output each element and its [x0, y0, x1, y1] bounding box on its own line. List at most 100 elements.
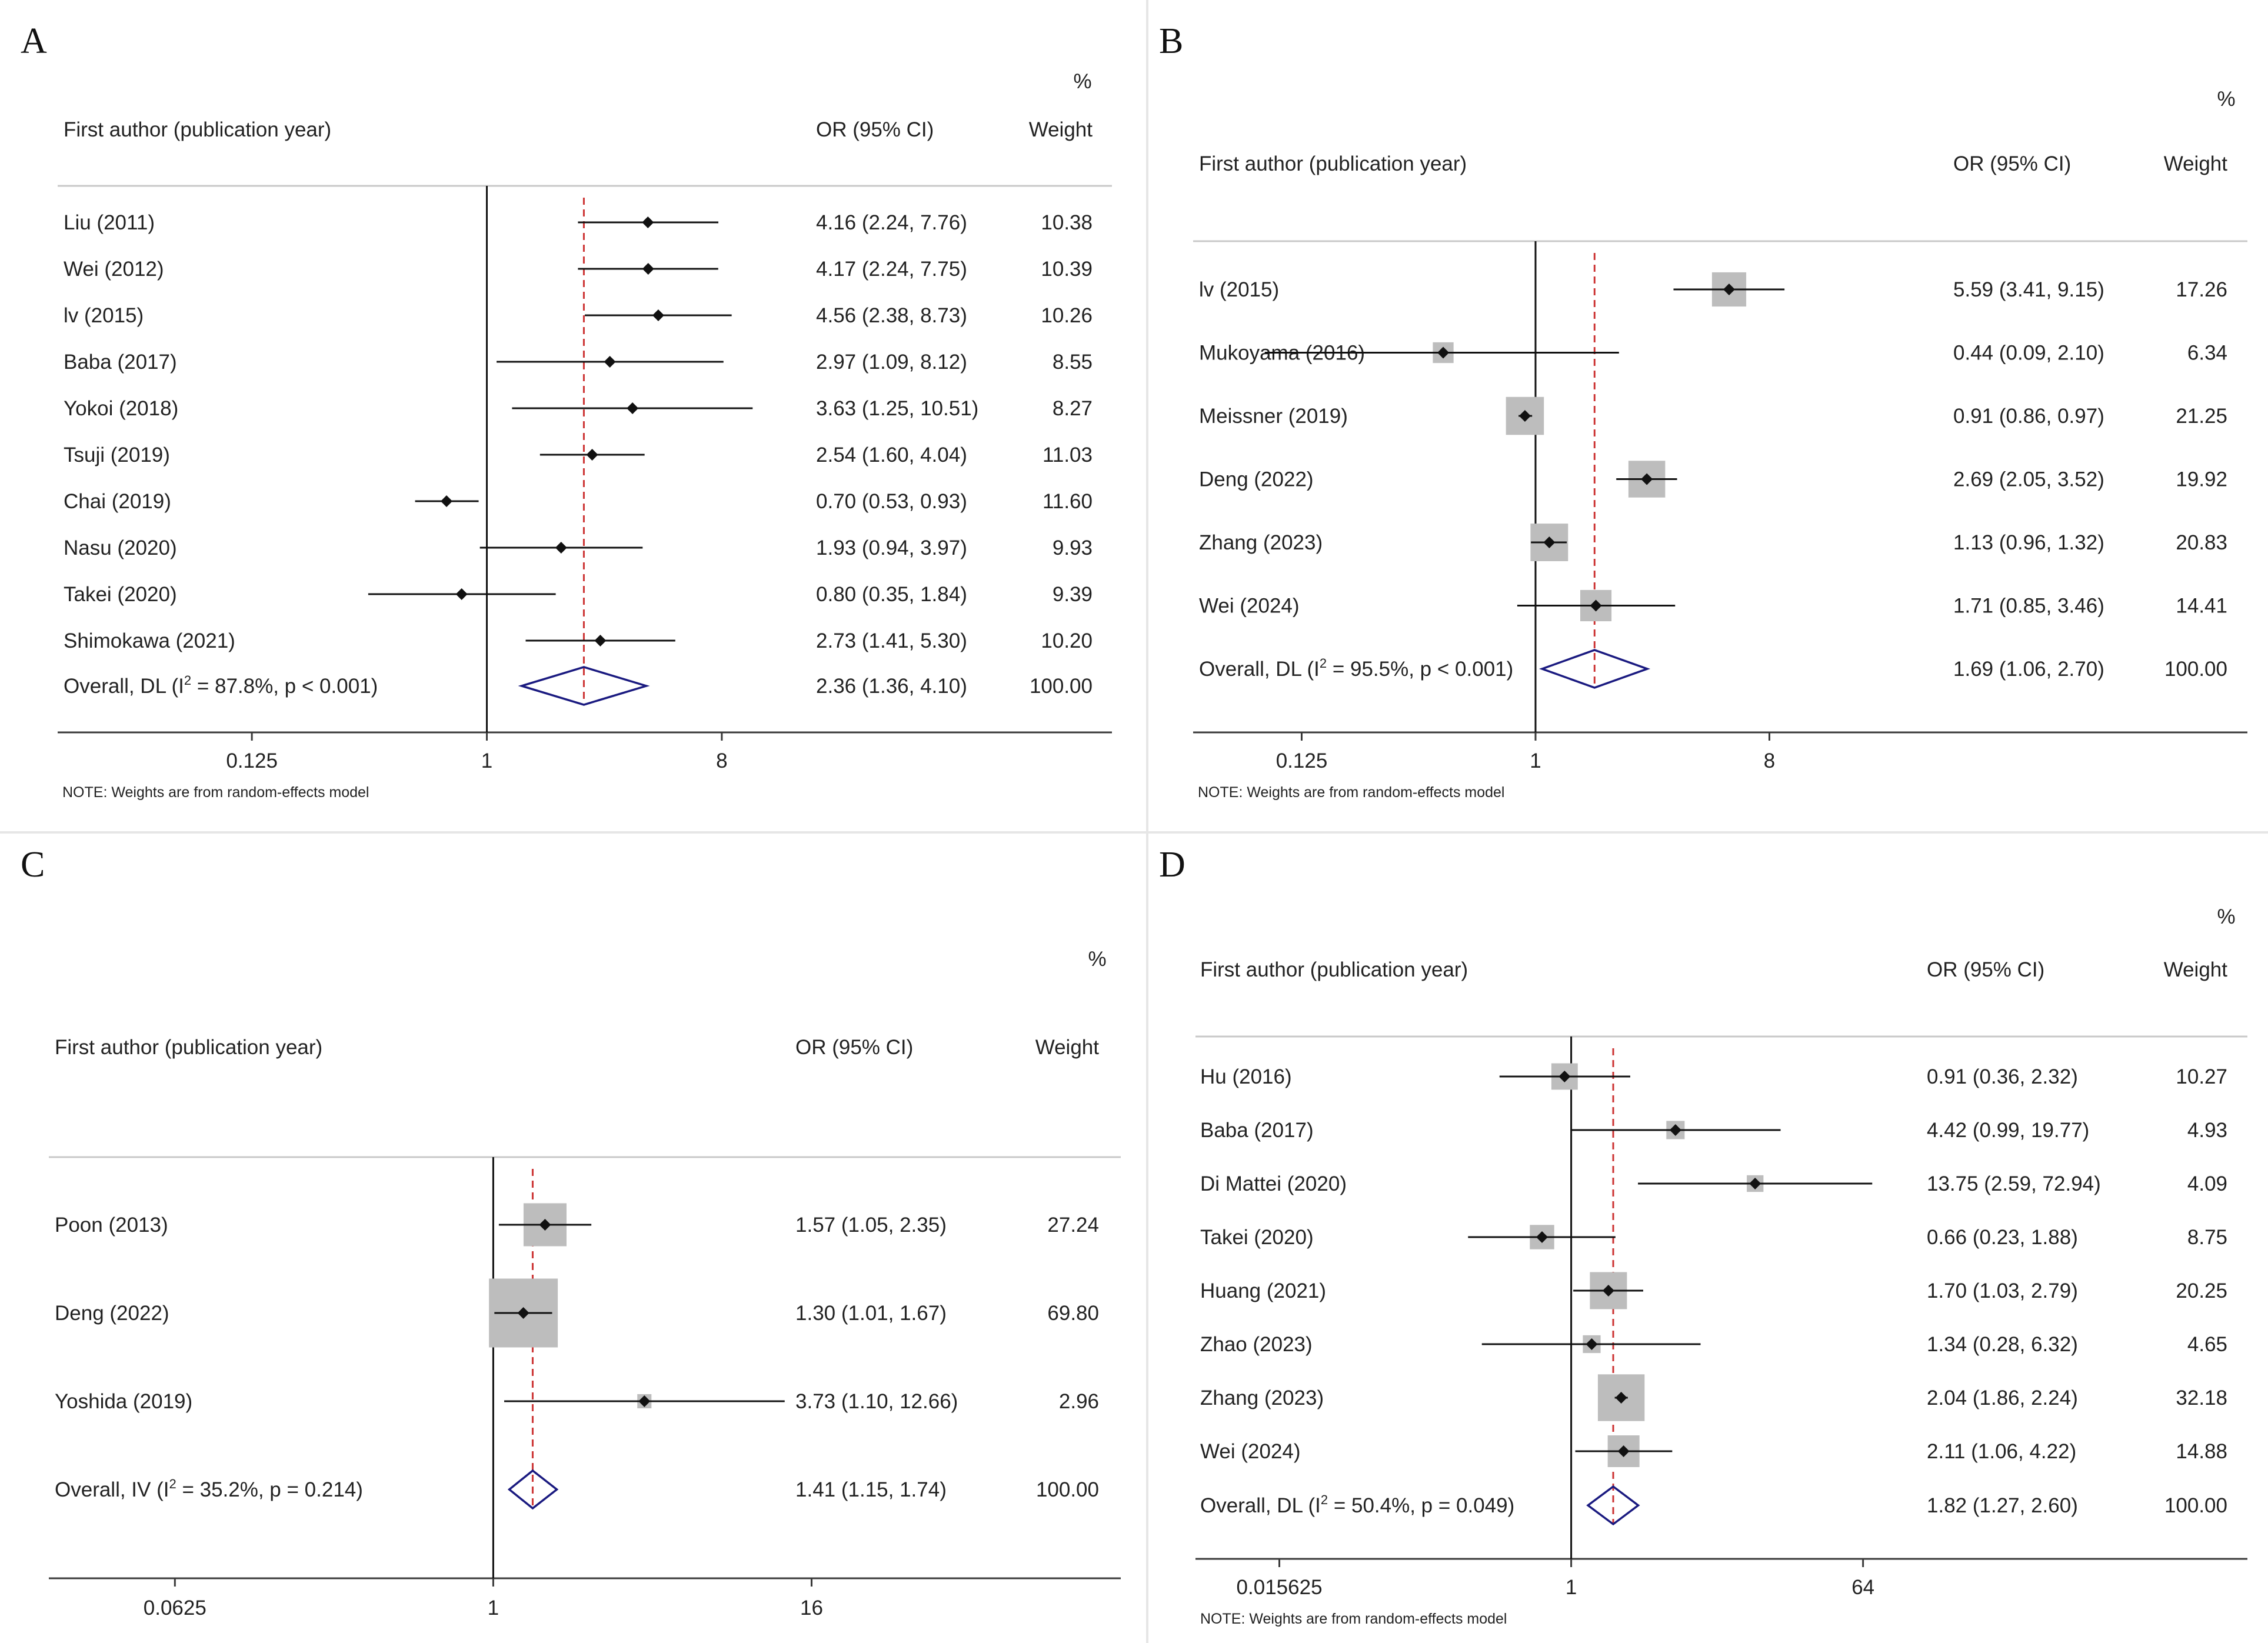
overall-weight-value: 100.00: [1036, 1478, 1099, 1501]
overall-label: Overall, DL (I2 = 95.5%, p < 0.001): [1199, 656, 1513, 681]
study-row: Yokoi (2018) 3.63 (1.25, 10.51) 8.27: [64, 397, 1093, 420]
or-ci-value: 1.70 (1.03, 2.79): [1927, 1279, 2078, 1302]
or-ci-value: 2.04 (1.86, 2.24): [1927, 1387, 2078, 1409]
overall-row: Overall, DL (I2 = 50.4%, p = 0.049) 1.82 …: [1200, 1485, 2227, 1526]
or-ci-value: 1.30 (1.01, 1.67): [795, 1302, 947, 1325]
study-label: Hu (2016): [1200, 1065, 1292, 1088]
or-ci-column-header: OR (95% CI): [1927, 958, 2044, 981]
study-label: Wei (2012): [64, 258, 164, 281]
weight-value: 20.83: [2176, 531, 2227, 554]
or-ci-value: 2.69 (2.05, 3.52): [1953, 468, 2104, 491]
or-ci-value: 4.16 (2.24, 7.76): [816, 211, 967, 234]
study-row: Huang (2021) 1.70 (1.03, 2.79) 20.25: [1200, 1272, 2227, 1309]
point-estimate-marker: [1518, 410, 1531, 422]
weight-column-header: Weight: [2164, 958, 2228, 981]
or-ci-column-header: OR (95% CI): [816, 118, 934, 141]
overall-label: Overall, IV (I2 = 35.2%, p = 0.214): [55, 1477, 363, 1501]
or-ci-value: 4.42 (0.99, 19.77): [1927, 1119, 2089, 1142]
or-ci-value: 0.70 (0.53, 0.93): [816, 490, 967, 513]
weight-value: 9.39: [1053, 583, 1093, 606]
study-row: Meissner (2019) 0.91 (0.86, 0.97) 21.25: [1199, 396, 2227, 435]
study-row: Liu (2011) 4.16 (2.24, 7.76) 10.38: [64, 211, 1093, 234]
overall-row: Overall, DL (I2 = 95.5%, p < 0.001) 1.69 …: [1199, 649, 2227, 689]
point-estimate-marker: [1641, 473, 1653, 485]
study-row: Baba (2017) 2.97 (1.09, 8.12) 8.55: [64, 351, 1093, 374]
weight-column-header: Weight: [1035, 1036, 1100, 1059]
study-row: Shimokawa (2021) 2.73 (1.41, 5.30) 10.20: [64, 629, 1093, 652]
study-row: Yoshida (2019) 3.73 (1.10, 12.66) 2.96: [55, 1390, 1099, 1413]
weight-value: 21.25: [2176, 405, 2227, 428]
study-label: Poon (2013): [55, 1214, 168, 1237]
study-label: Chai (2019): [64, 490, 171, 513]
study-row: Takei (2020) 0.80 (0.35, 1.84) 9.39: [64, 583, 1093, 606]
weight-value: 2.96: [1059, 1390, 1099, 1413]
percent-header: %: [2217, 905, 2235, 928]
weight-value: 8.55: [1053, 351, 1093, 374]
weight-value: 9.93: [1053, 536, 1093, 559]
study-label: Zhang (2023): [1200, 1387, 1324, 1409]
study-label: Takei (2020): [1200, 1226, 1314, 1249]
or-ci-value: 2.54 (1.60, 4.04): [816, 444, 967, 466]
point-estimate-marker: [1586, 1338, 1598, 1350]
or-ci-value: 2.11 (1.06, 4.22): [1927, 1440, 2076, 1463]
pooled-estimate-diamond: [1586, 1485, 1640, 1526]
x-tick-label: 64: [1851, 1576, 1874, 1599]
weight-value: 8.75: [2187, 1226, 2227, 1249]
or-ci-value: 4.17 (2.24, 7.75): [816, 258, 967, 281]
study-row: Di Mattei (2020) 13.75 (2.59, 72.94) 4.09: [1200, 1172, 2227, 1195]
x-tick-label: 1: [1566, 1576, 1577, 1599]
or-ci-value: 1.13 (0.96, 1.32): [1953, 531, 2104, 554]
weight-value: 20.25: [2176, 1279, 2227, 1302]
pooled-estimate-diamond: [518, 666, 650, 706]
percent-header: %: [1088, 948, 1106, 971]
weight-value: 14.88: [2176, 1440, 2227, 1463]
study-column-header: First author (publication year): [55, 1036, 322, 1059]
or-ci-value: 3.73 (1.10, 12.66): [795, 1390, 958, 1413]
weight-value: 19.92: [2176, 468, 2227, 491]
or-ci-value: 4.56 (2.38, 8.73): [816, 304, 967, 327]
overall-row: Overall, DL (I2 = 87.8%, p < 0.001) 2.36 …: [64, 666, 1093, 706]
weight-value: 8.27: [1053, 397, 1093, 420]
weights-note: NOTE: Weights are from random-effects mo…: [1200, 1611, 1507, 1627]
or-ci-value: 0.44 (0.09, 2.10): [1953, 342, 2104, 365]
weight-value: 10.39: [1041, 258, 1093, 281]
weight-column-header: Weight: [2164, 152, 2228, 175]
point-estimate-marker: [1602, 1285, 1614, 1297]
overall-label: Overall, DL (I2 = 50.4%, p = 0.049): [1200, 1492, 1514, 1517]
weight-value: 11.60: [1043, 490, 1093, 513]
study-column-header: First author (publication year): [64, 118, 331, 141]
overall-label: Overall, DL (I2 = 87.8%, p < 0.001): [64, 673, 378, 698]
x-tick-label: 0.0625: [144, 1597, 207, 1619]
point-estimate-marker: [440, 495, 452, 507]
weight-value: 10.26: [1041, 304, 1093, 327]
study-label: Takei (2020): [64, 583, 177, 606]
or-ci-value: 1.93 (0.94, 3.97): [816, 536, 967, 559]
weight-value: 32.18: [2176, 1387, 2227, 1409]
study-label: Baba (2017): [1200, 1119, 1314, 1142]
point-estimate-marker: [642, 263, 654, 275]
weight-value: 4.09: [2187, 1172, 2227, 1195]
point-estimate-marker: [1558, 1071, 1571, 1082]
study-label: lv (2015): [64, 304, 144, 327]
study-row: Zhang (2023) 1.13 (0.96, 1.32) 20.83: [1199, 524, 2227, 561]
point-estimate-marker: [517, 1307, 529, 1319]
x-tick-label: 0.125: [226, 749, 278, 772]
overall-or-ci-value: 1.41 (1.15, 1.74): [795, 1478, 947, 1501]
point-estimate-marker: [1617, 1445, 1630, 1457]
weight-value: 10.38: [1041, 211, 1093, 234]
x-tick-label: 1: [1530, 749, 1541, 772]
study-label: Huang (2021): [1200, 1279, 1326, 1302]
percent-header: %: [1073, 70, 1091, 93]
point-estimate-marker: [638, 1395, 651, 1407]
or-ci-column-header: OR (95% CI): [795, 1036, 913, 1059]
weight-value: 4.93: [2187, 1119, 2227, 1142]
x-tick-label: 1: [488, 1597, 499, 1619]
study-row: Hu (2016) 0.91 (0.36, 2.32) 10.27: [1200, 1063, 2227, 1090]
study-row: Baba (2017) 4.42 (0.99, 19.77) 4.93: [1200, 1119, 2227, 1142]
study-label: Wei (2024): [1199, 595, 1300, 618]
study-label: Shimokawa (2021): [64, 629, 235, 652]
study-label: Zhang (2023): [1199, 531, 1323, 554]
forest-panel-c: C% First author (publication year) OR (95%…: [21, 845, 1121, 1619]
point-estimate-marker: [642, 216, 654, 228]
